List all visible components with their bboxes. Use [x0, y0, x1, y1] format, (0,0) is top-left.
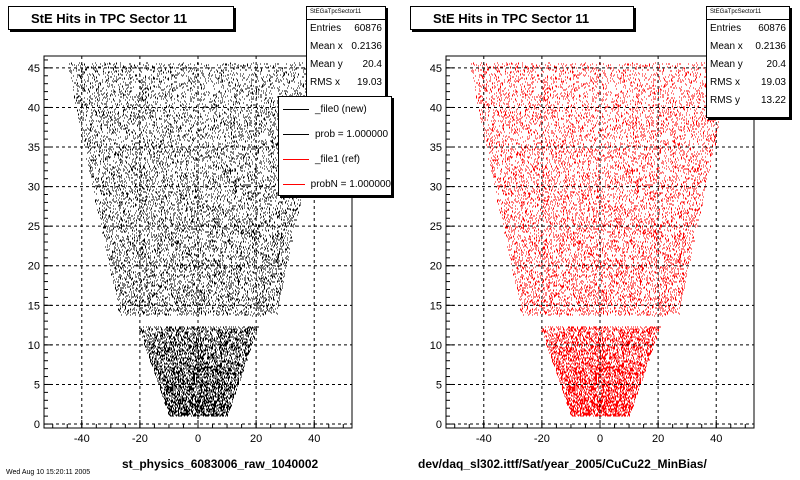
right-stats-row: Entries 60876 — [710, 23, 786, 34]
right-plot-panel: -40 -20 0 20 40 0 5 10 15 20 25 30 35 40 45 — [430, 55, 755, 445]
right-x-axis-title: dev/daq_sl302.ittf/Sat/year_2005/CuCu22_… — [418, 457, 707, 471]
scatter-points — [69, 62, 331, 417]
y-tick-label: 40 — [28, 102, 40, 114]
left-x-axis-title: st_physics_6083006_raw_1040002 — [122, 457, 319, 471]
legend-swatch — [283, 184, 305, 185]
legend-box: _file0 (new) prob = 1.000000 _file1 (ref… — [278, 96, 392, 196]
legend-label: prob = 1.000000 — [315, 129, 389, 140]
legend-label: probN = 1.000000 — [310, 179, 391, 190]
y-tick-label: 25 — [28, 221, 40, 233]
y-tick-label: 30 — [430, 182, 442, 194]
x-tick-label: 0 — [195, 433, 201, 445]
left-stats-row: Entries 60876 — [310, 23, 382, 34]
left-plot-title: StE Hits in TPC Sector 11 — [8, 6, 234, 30]
y-tick-label: 15 — [28, 300, 40, 312]
y-tick-label: 20 — [28, 261, 40, 273]
grid-lines — [446, 56, 754, 428]
left-stats-row: Mean y 20.4 — [310, 59, 382, 70]
y-tick-label: 40 — [430, 102, 442, 114]
right-stats-box: StEGaTpcSector11 Entries 60876 Mean x 0.21… — [706, 6, 790, 118]
x-tick-label: 20 — [652, 433, 664, 445]
y-tick-label: 35 — [28, 142, 40, 154]
y-tick-label: 30 — [28, 182, 40, 194]
y-tick-label: 0 — [436, 419, 442, 431]
legend-swatch — [283, 134, 309, 135]
y-tick-label: 35 — [430, 142, 442, 154]
right-stats-row: Mean y 20.4 — [710, 59, 786, 70]
right-stats-row: RMS y 13.22 — [710, 95, 786, 106]
scatter-points — [471, 62, 733, 417]
left-stats-box: StEGaTpcSector11 Entries 60876 Mean x 0.21… — [306, 6, 386, 98]
right-plot-title: StE Hits in TPC Sector 11 — [410, 6, 634, 30]
y-tick-label: 5 — [34, 379, 40, 391]
x-tick-label: 40 — [308, 433, 320, 445]
y-tick-label: 0 — [34, 419, 40, 431]
x-tick-label: 20 — [250, 433, 262, 445]
y-tick-label: 10 — [28, 340, 40, 352]
left-stats-row: RMS x 19.03 — [310, 77, 382, 88]
legend-swatch — [283, 109, 309, 110]
legend-entry-file1: _file1 (ref) — [279, 147, 391, 172]
y-tick-label: 25 — [430, 221, 442, 233]
y-tick-label: 5 — [436, 379, 442, 391]
x-tick-label: -40 — [74, 433, 90, 445]
legend-swatch — [283, 159, 309, 160]
right-stats-name: StEGaTpcSector11 — [707, 7, 789, 20]
x-tick-label: -20 — [534, 433, 550, 445]
x-tick-label: -40 — [476, 433, 492, 445]
y-tick-label: 10 — [430, 340, 442, 352]
left-stats-row: Mean x 0.2136 — [310, 41, 382, 52]
footer-timestamp: Wed Aug 10 15:20:11 2005 — [6, 469, 91, 476]
legend-entry-file0: _file0 (new) — [279, 97, 391, 122]
x-tick-label: -20 — [132, 433, 148, 445]
y-tick-label: 20 — [430, 261, 442, 273]
legend-entry-prob: prob = 1.000000 — [279, 122, 391, 147]
x-tick-label: 40 — [710, 433, 722, 445]
y-tick-label: 45 — [28, 63, 40, 75]
legend-label: _file0 (new) — [315, 104, 367, 115]
right-stats-row: Mean x 0.2136 — [710, 41, 786, 52]
legend-entry-probn: probN = 1.000000 — [279, 172, 391, 195]
right-stats-row: RMS x 19.03 — [710, 77, 786, 88]
left-stats-name: StEGaTpcSector11 — [307, 7, 385, 20]
legend-label: _file1 (ref) — [315, 154, 361, 165]
y-tick-label: 15 — [430, 300, 442, 312]
y-tick-label: 45 — [430, 63, 442, 75]
x-tick-label: 0 — [597, 433, 603, 445]
